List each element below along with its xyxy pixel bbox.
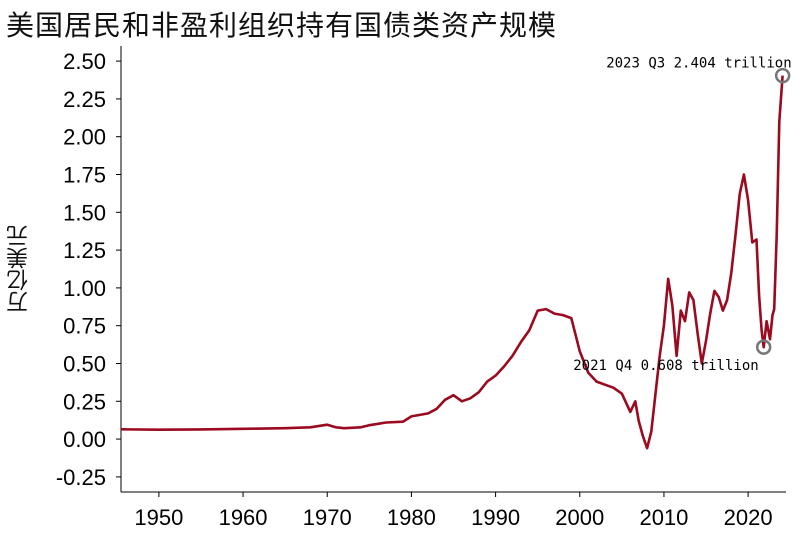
x-tick-label: 1980 <box>387 505 436 530</box>
y-tick-label: 2.25 <box>63 87 106 112</box>
y-tick-label: 1.00 <box>63 276 106 301</box>
markers: 2023 Q3 2.404 trillion 2021 Q4 0.608 tril… <box>573 56 791 375</box>
x-tick-label: 2020 <box>724 505 773 530</box>
y-tick-label: 0.25 <box>63 389 106 414</box>
ticks: -0.25 0.00 0.25 0.50 0.75 1.00 1.25 1.50 1.75 2.0… <box>56 49 773 530</box>
y-tick-label: 2.00 <box>63 125 106 150</box>
y-tick-label: 1.25 <box>63 238 106 263</box>
annotation-marker <box>755 339 772 355</box>
series-lines <box>120 75 784 450</box>
x-tick-label: 1950 <box>134 505 183 530</box>
x-tick-label: 2000 <box>555 505 604 530</box>
axes <box>120 46 786 493</box>
chart-title: 美国居民和非盈利组织持有国债类资产规模 <box>6 9 558 42</box>
y-tick-label: 0.75 <box>63 314 106 339</box>
y-tick-label: -0.25 <box>56 465 106 490</box>
y-tick-label: 1.75 <box>63 163 106 188</box>
x-tick-label: 1960 <box>219 505 268 530</box>
y-tick-label: 0.50 <box>63 351 106 376</box>
x-tick-label: 1990 <box>471 505 520 530</box>
annotation-label: 2023 Q3 2.404 trillion <box>606 56 791 72</box>
x-tick-label: 1970 <box>303 505 352 530</box>
series-line <box>120 75 784 450</box>
y-tick-label: 0.00 <box>63 427 106 452</box>
annotation-label: 2021 Q4 0.608 trillion <box>573 358 758 374</box>
y-tick-label: 2.50 <box>63 49 106 74</box>
annotation-marker <box>774 67 791 84</box>
x-tick-label: 2010 <box>639 505 688 530</box>
y-tick-label: 1.50 <box>63 200 106 225</box>
